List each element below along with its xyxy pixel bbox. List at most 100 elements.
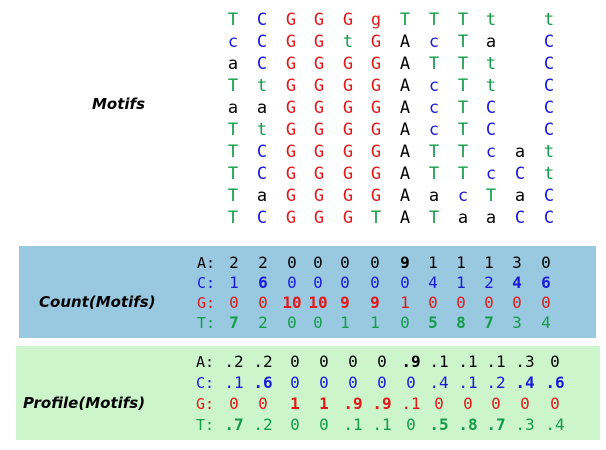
profile-cell: .8 bbox=[454, 415, 482, 435]
profile-cell: .6 bbox=[249, 373, 277, 393]
motif-nucleotide: t bbox=[250, 119, 274, 141]
motif-nucleotide: t bbox=[479, 75, 503, 97]
motif-nucleotide: C bbox=[250, 163, 274, 185]
profile-cell: 0 bbox=[220, 394, 248, 414]
motif-nucleotide: A bbox=[393, 31, 417, 53]
motif-nucleotide: A bbox=[393, 141, 417, 163]
motif-nucleotide: G bbox=[307, 207, 331, 229]
motif-nucleotide: G bbox=[279, 141, 303, 163]
motif-nucleotide: G bbox=[307, 185, 331, 207]
motif-nucleotide: G bbox=[307, 75, 331, 97]
count-cell: 0 bbox=[304, 313, 332, 333]
motif-nucleotide: c bbox=[221, 31, 245, 53]
count-cell: 9 bbox=[361, 293, 389, 313]
profile-cell: .1 bbox=[397, 394, 425, 414]
count-cell: 1 bbox=[361, 313, 389, 333]
motif-nucleotide: t bbox=[336, 31, 360, 53]
count-cell: 2 bbox=[475, 273, 503, 293]
motif-nucleotide: A bbox=[393, 97, 417, 119]
count-cell: 1 bbox=[447, 273, 475, 293]
count-cell: 0 bbox=[503, 293, 531, 313]
profile-cell: 0 bbox=[281, 415, 309, 435]
motif-nucleotide: G bbox=[307, 31, 331, 53]
count-cell: 1 bbox=[475, 253, 503, 273]
motif-nucleotide: G bbox=[364, 119, 388, 141]
profile-cell: .9 bbox=[368, 394, 396, 414]
motif-nucleotide: G bbox=[336, 53, 360, 75]
profile-cell: 0 bbox=[482, 394, 510, 414]
count-cell: 0 bbox=[419, 293, 447, 313]
motif-nucleotide: a bbox=[508, 141, 532, 163]
motif-nucleotide: G bbox=[279, 53, 303, 75]
profile-cell: 0 bbox=[541, 352, 569, 372]
profile-cell: .7 bbox=[220, 415, 248, 435]
motif-nucleotide: A bbox=[393, 53, 417, 75]
count-row-label: T: bbox=[185, 313, 215, 333]
motif-nucleotide: C bbox=[250, 31, 274, 53]
count-cell: 0 bbox=[391, 273, 419, 293]
profile-cell: 0 bbox=[310, 373, 338, 393]
profile-cell: .2 bbox=[220, 352, 248, 372]
count-cell: 0 bbox=[331, 253, 359, 273]
profile-cell: .4 bbox=[511, 373, 539, 393]
motif-nucleotide: T bbox=[451, 9, 475, 31]
profile-cell: .4 bbox=[541, 415, 569, 435]
profile-cell: .1 bbox=[482, 352, 510, 372]
motif-nucleotide: T bbox=[451, 141, 475, 163]
count-row-label: C: bbox=[185, 273, 215, 293]
motif-nucleotide: a bbox=[422, 185, 446, 207]
motif-nucleotide: G bbox=[279, 185, 303, 207]
profile-cell: .7 bbox=[482, 415, 510, 435]
count-cell: 0 bbox=[278, 313, 306, 333]
motif-nucleotide: C bbox=[537, 75, 561, 97]
motif-nucleotide: G bbox=[307, 163, 331, 185]
motif-nucleotide: T bbox=[221, 75, 245, 97]
motif-nucleotide: a bbox=[479, 31, 503, 53]
profile-cell: 0 bbox=[511, 394, 539, 414]
motif-nucleotide: C bbox=[250, 207, 274, 229]
profile-cell: 1 bbox=[310, 394, 338, 414]
motif-nucleotide: A bbox=[393, 119, 417, 141]
count-cell: 10 bbox=[278, 293, 306, 313]
count-cell: 0 bbox=[304, 253, 332, 273]
motif-nucleotide: T bbox=[422, 141, 446, 163]
motif-nucleotide: T bbox=[221, 207, 245, 229]
count-cell: 9 bbox=[391, 253, 419, 273]
count-cell: 1 bbox=[419, 253, 447, 273]
motif-nucleotide: G bbox=[364, 75, 388, 97]
count-cell: 6 bbox=[532, 273, 560, 293]
motif-nucleotide: G bbox=[279, 163, 303, 185]
motif-nucleotide: T bbox=[364, 207, 388, 229]
motif-nucleotide: G bbox=[279, 31, 303, 53]
profile-row-label: G: bbox=[184, 394, 214, 414]
motif-nucleotide: T bbox=[422, 163, 446, 185]
count-cell: 4 bbox=[532, 313, 560, 333]
profile-cell: .1 bbox=[368, 415, 396, 435]
motif-nucleotide: C bbox=[537, 185, 561, 207]
profile-cell: 0 bbox=[281, 373, 309, 393]
profile-matrix-panel: Profile(Motifs) A: .2.2 0 0 0 0.9.1.1.1.3 0 C:.… bbox=[16, 346, 600, 440]
profile-row-label: C: bbox=[184, 373, 214, 393]
motifs-grid: TCGGGgTTTttcCGGtGAcTaCaCGGGGATTtCTtGGGGA… bbox=[0, 0, 606, 230]
motif-nucleotide: C bbox=[508, 207, 532, 229]
profile-cell: 0 bbox=[425, 394, 453, 414]
profile-cell: 0 bbox=[249, 394, 277, 414]
motif-nucleotide: G bbox=[336, 9, 360, 31]
motif-nucleotide: A bbox=[393, 75, 417, 97]
motif-nucleotide: a bbox=[250, 185, 274, 207]
count-cell: 1 bbox=[331, 313, 359, 333]
motif-nucleotide: t bbox=[537, 141, 561, 163]
motif-nucleotide: C bbox=[508, 163, 532, 185]
count-cell: 5 bbox=[419, 313, 447, 333]
motif-nucleotide: G bbox=[279, 97, 303, 119]
motif-nucleotide: a bbox=[451, 207, 475, 229]
count-cell: 0 bbox=[249, 293, 277, 313]
motif-nucleotide: a bbox=[508, 185, 532, 207]
count-cell: 3 bbox=[503, 253, 531, 273]
count-cell: 0 bbox=[278, 273, 306, 293]
motif-nucleotide: C bbox=[250, 141, 274, 163]
profile-cell: 0 bbox=[397, 415, 425, 435]
count-cell: 0 bbox=[532, 253, 560, 273]
count-cell: 4 bbox=[419, 273, 447, 293]
count-cell: 8 bbox=[447, 313, 475, 333]
